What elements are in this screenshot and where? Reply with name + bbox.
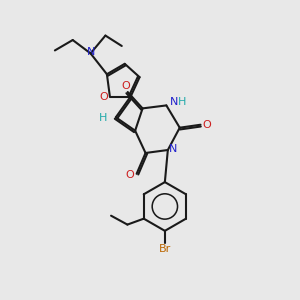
Text: N: N [169,98,178,107]
Text: N: N [169,143,177,154]
Text: O: O [99,92,108,101]
Text: Br: Br [159,244,171,254]
Text: H: H [99,113,107,123]
Text: N: N [87,47,96,57]
Text: H: H [178,98,186,107]
Text: O: O [203,120,212,130]
Text: O: O [122,81,130,91]
Text: O: O [126,170,134,180]
